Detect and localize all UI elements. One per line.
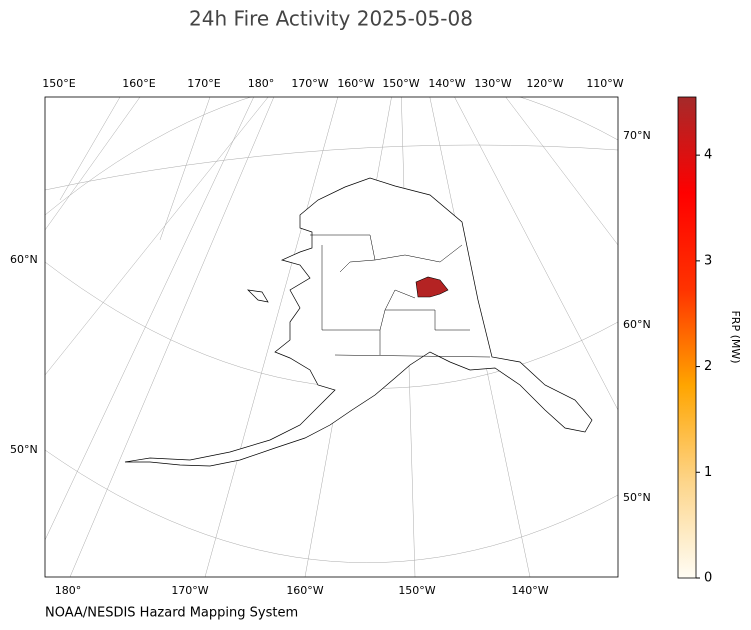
graticule-label: 140°W	[511, 584, 548, 597]
graticule-label: 170°W	[171, 584, 208, 597]
graticule-label: 150°W	[398, 584, 435, 597]
graticule-label: 150°E	[42, 77, 75, 90]
graticule-label: 160°E	[122, 77, 155, 90]
map-frame	[44, 96, 619, 578]
graticule-label: 60°N	[623, 318, 651, 331]
colorbar-tick-label: 2	[704, 359, 712, 374]
graticule-label: 50°N	[623, 491, 651, 504]
graticule-label: 50°N	[10, 443, 38, 456]
graticule-label: 140°W	[428, 77, 465, 90]
colorbar-tick-label: 3	[704, 253, 712, 268]
graticule-label: 130°W	[474, 77, 511, 90]
graticule-label: 110°W	[586, 77, 623, 90]
graticule-label: 150°W	[382, 77, 419, 90]
graticule-label: 170°E	[187, 77, 220, 90]
graticule-label: 60°N	[10, 253, 38, 266]
colorbar-label: FRP (MW)	[729, 310, 742, 363]
graticule-label: 120°W	[526, 77, 563, 90]
graticule-label: 70°N	[623, 129, 651, 142]
title: 24h Fire Activity 2025-05-08	[189, 7, 473, 31]
fire-polygon	[415, 276, 449, 298]
credit: NOAA/NESDIS Hazard Mapping System	[45, 606, 298, 621]
colorbar-ticks: 0 1 2 3 4	[696, 148, 712, 586]
graticule-label: 170°W	[291, 77, 328, 90]
graticule-labels: 150°E 160°E 170°E 180° 170°W 160°W 150°W 140°W 1…	[10, 77, 651, 597]
graticule-label: 180°	[55, 584, 82, 597]
alaska	[124, 177, 593, 467]
colorbar-tick-label: 1	[704, 465, 712, 480]
colorbar-tick-label: 0	[704, 571, 712, 586]
graticule-label: 160°W	[337, 77, 374, 90]
colorbar-tick-label: 4	[704, 148, 712, 163]
map-area	[45, 97, 618, 577]
graticule-label: 160°W	[286, 584, 323, 597]
colorbar	[677, 96, 697, 579]
graticule-label: 180°	[248, 77, 275, 90]
